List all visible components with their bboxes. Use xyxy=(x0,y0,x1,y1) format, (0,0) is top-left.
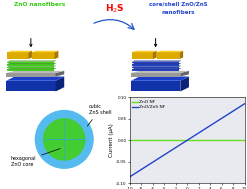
Polygon shape xyxy=(7,63,57,64)
Line: ZnO/ZnS NF: ZnO/ZnS NF xyxy=(130,104,245,177)
Polygon shape xyxy=(132,62,179,63)
Polygon shape xyxy=(28,51,32,59)
ZnO NF xyxy=(232,139,235,141)
Polygon shape xyxy=(56,77,64,91)
Polygon shape xyxy=(131,77,189,81)
ZnO/ZnS NF xyxy=(197,132,200,135)
Text: cubic
ZnS shell: cubic ZnS shell xyxy=(87,104,111,126)
Circle shape xyxy=(44,119,85,160)
Polygon shape xyxy=(131,81,180,91)
Polygon shape xyxy=(157,52,179,59)
Polygon shape xyxy=(7,61,57,62)
Text: hexagonal
ZnO core: hexagonal ZnO core xyxy=(11,149,60,167)
Polygon shape xyxy=(7,66,57,67)
Polygon shape xyxy=(180,77,189,91)
Polygon shape xyxy=(32,51,58,52)
Text: core/shell ZnO/ZnS: core/shell ZnO/ZnS xyxy=(148,2,207,7)
Text: ZnO nanofibers: ZnO nanofibers xyxy=(14,2,65,7)
Polygon shape xyxy=(132,51,157,52)
Polygon shape xyxy=(7,67,54,68)
Polygon shape xyxy=(6,81,56,91)
Polygon shape xyxy=(7,52,28,59)
ZnO NF xyxy=(243,139,246,141)
Polygon shape xyxy=(153,51,157,59)
Polygon shape xyxy=(6,71,64,73)
Polygon shape xyxy=(7,68,57,69)
ZnO/ZnS NF xyxy=(225,114,228,116)
Polygon shape xyxy=(131,73,180,77)
Polygon shape xyxy=(132,52,153,59)
ZnO/ZnS NF xyxy=(129,176,132,178)
Polygon shape xyxy=(132,64,179,66)
Polygon shape xyxy=(132,69,179,71)
Polygon shape xyxy=(32,52,55,59)
ZnO NF xyxy=(128,139,131,141)
Polygon shape xyxy=(179,51,183,59)
Circle shape xyxy=(35,111,93,168)
Polygon shape xyxy=(7,51,32,52)
ZnO/ZnS NF xyxy=(232,109,235,112)
Polygon shape xyxy=(55,51,58,59)
Text: nanofibers: nanofibers xyxy=(161,10,195,15)
Polygon shape xyxy=(56,71,64,77)
Y-axis label: Current (μA): Current (μA) xyxy=(109,123,114,157)
Polygon shape xyxy=(131,71,189,73)
ZnO NF xyxy=(196,139,199,141)
Polygon shape xyxy=(132,67,179,68)
Polygon shape xyxy=(6,77,64,81)
Polygon shape xyxy=(157,51,183,52)
ZnO/ZnS NF xyxy=(199,131,202,133)
Polygon shape xyxy=(7,62,54,63)
Polygon shape xyxy=(132,63,181,64)
Legend: ZnO NF, ZnO/ZnS NF: ZnO NF, ZnO/ZnS NF xyxy=(132,100,166,110)
Polygon shape xyxy=(132,61,181,62)
Polygon shape xyxy=(132,66,181,67)
ZnO/ZnS NF xyxy=(243,103,246,105)
Polygon shape xyxy=(7,64,54,66)
ZnO NF xyxy=(197,139,200,141)
Polygon shape xyxy=(132,68,181,69)
Polygon shape xyxy=(180,71,189,77)
ZnO NF xyxy=(129,139,132,141)
ZnO/ZnS NF xyxy=(196,132,199,135)
Polygon shape xyxy=(6,73,56,77)
ZnO NF xyxy=(199,139,202,141)
ZnO NF xyxy=(225,139,228,141)
Text: H$_2$S: H$_2$S xyxy=(105,2,125,15)
Polygon shape xyxy=(7,69,54,71)
ZnO/ZnS NF xyxy=(128,176,131,178)
